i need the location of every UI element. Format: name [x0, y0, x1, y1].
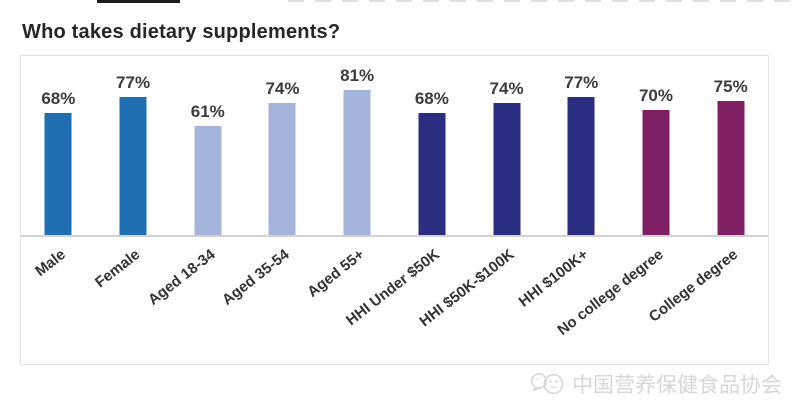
chart-panel: 68% 77% 61% 74% 81% 68% 74% 77% 70% 75% Male Femal…: [20, 55, 769, 365]
cropped-content-artifact: [97, 0, 180, 3]
bar-value-label: 75%: [713, 77, 748, 96]
bar: [642, 110, 670, 235]
tick-column: Male: [21, 237, 96, 364]
bar: [343, 90, 371, 235]
bar-value-label: 61%: [190, 102, 225, 121]
bar-column: 77%: [544, 56, 619, 235]
bar-value-label: 74%: [265, 79, 300, 98]
bar-column: 81%: [320, 56, 395, 235]
bars-row: 68% 77% 61% 74% 81% 68% 74% 77% 70% 75%: [21, 56, 768, 235]
tick-column: College degree: [646, 237, 768, 364]
bar-column: 68%: [21, 56, 96, 235]
bar: [44, 113, 72, 235]
bar-value-label: 70%: [638, 86, 673, 105]
bar-column: 74%: [245, 56, 320, 235]
bar: [493, 103, 521, 235]
x-tick-label: Female: [92, 246, 144, 292]
watermark: 中国营养保健食品协会: [529, 369, 782, 399]
bar-value-label: 68%: [41, 89, 76, 108]
bar-value-label: 74%: [489, 79, 524, 98]
watermark-text: 中国营养保健食品协会: [572, 374, 782, 397]
bar-value-label: 77%: [116, 73, 151, 92]
bar: [194, 126, 222, 235]
tick-column: Aged 35-54: [219, 237, 320, 364]
bar-value-label: 68%: [414, 89, 449, 108]
bar-column: 75%: [693, 56, 768, 235]
bar: [119, 97, 147, 235]
x-tick-label: Male: [32, 246, 69, 280]
bar-value-label: 81%: [340, 66, 375, 85]
bar: [418, 113, 446, 235]
bar-column: 74%: [469, 56, 544, 235]
bar-column: 77%: [96, 56, 171, 235]
bar: [567, 97, 595, 235]
bar-value-label: 77%: [564, 73, 599, 92]
bar-column: 61%: [170, 56, 245, 235]
x-axis-line: [21, 235, 768, 237]
bar: [717, 101, 745, 235]
bar-column: 68%: [395, 56, 470, 235]
tick-row: Male Female Aged 18-34 Aged 35-54 Aged 55+ HH…: [21, 237, 768, 364]
bar: [268, 103, 296, 235]
cropped-content-dashes-artifact: [288, 0, 796, 2]
chart-title: Who takes dietary supplements?: [22, 21, 341, 44]
bar-column: 70%: [619, 56, 694, 235]
wechat-smiley-bubbles-logo-icon: [529, 369, 567, 399]
